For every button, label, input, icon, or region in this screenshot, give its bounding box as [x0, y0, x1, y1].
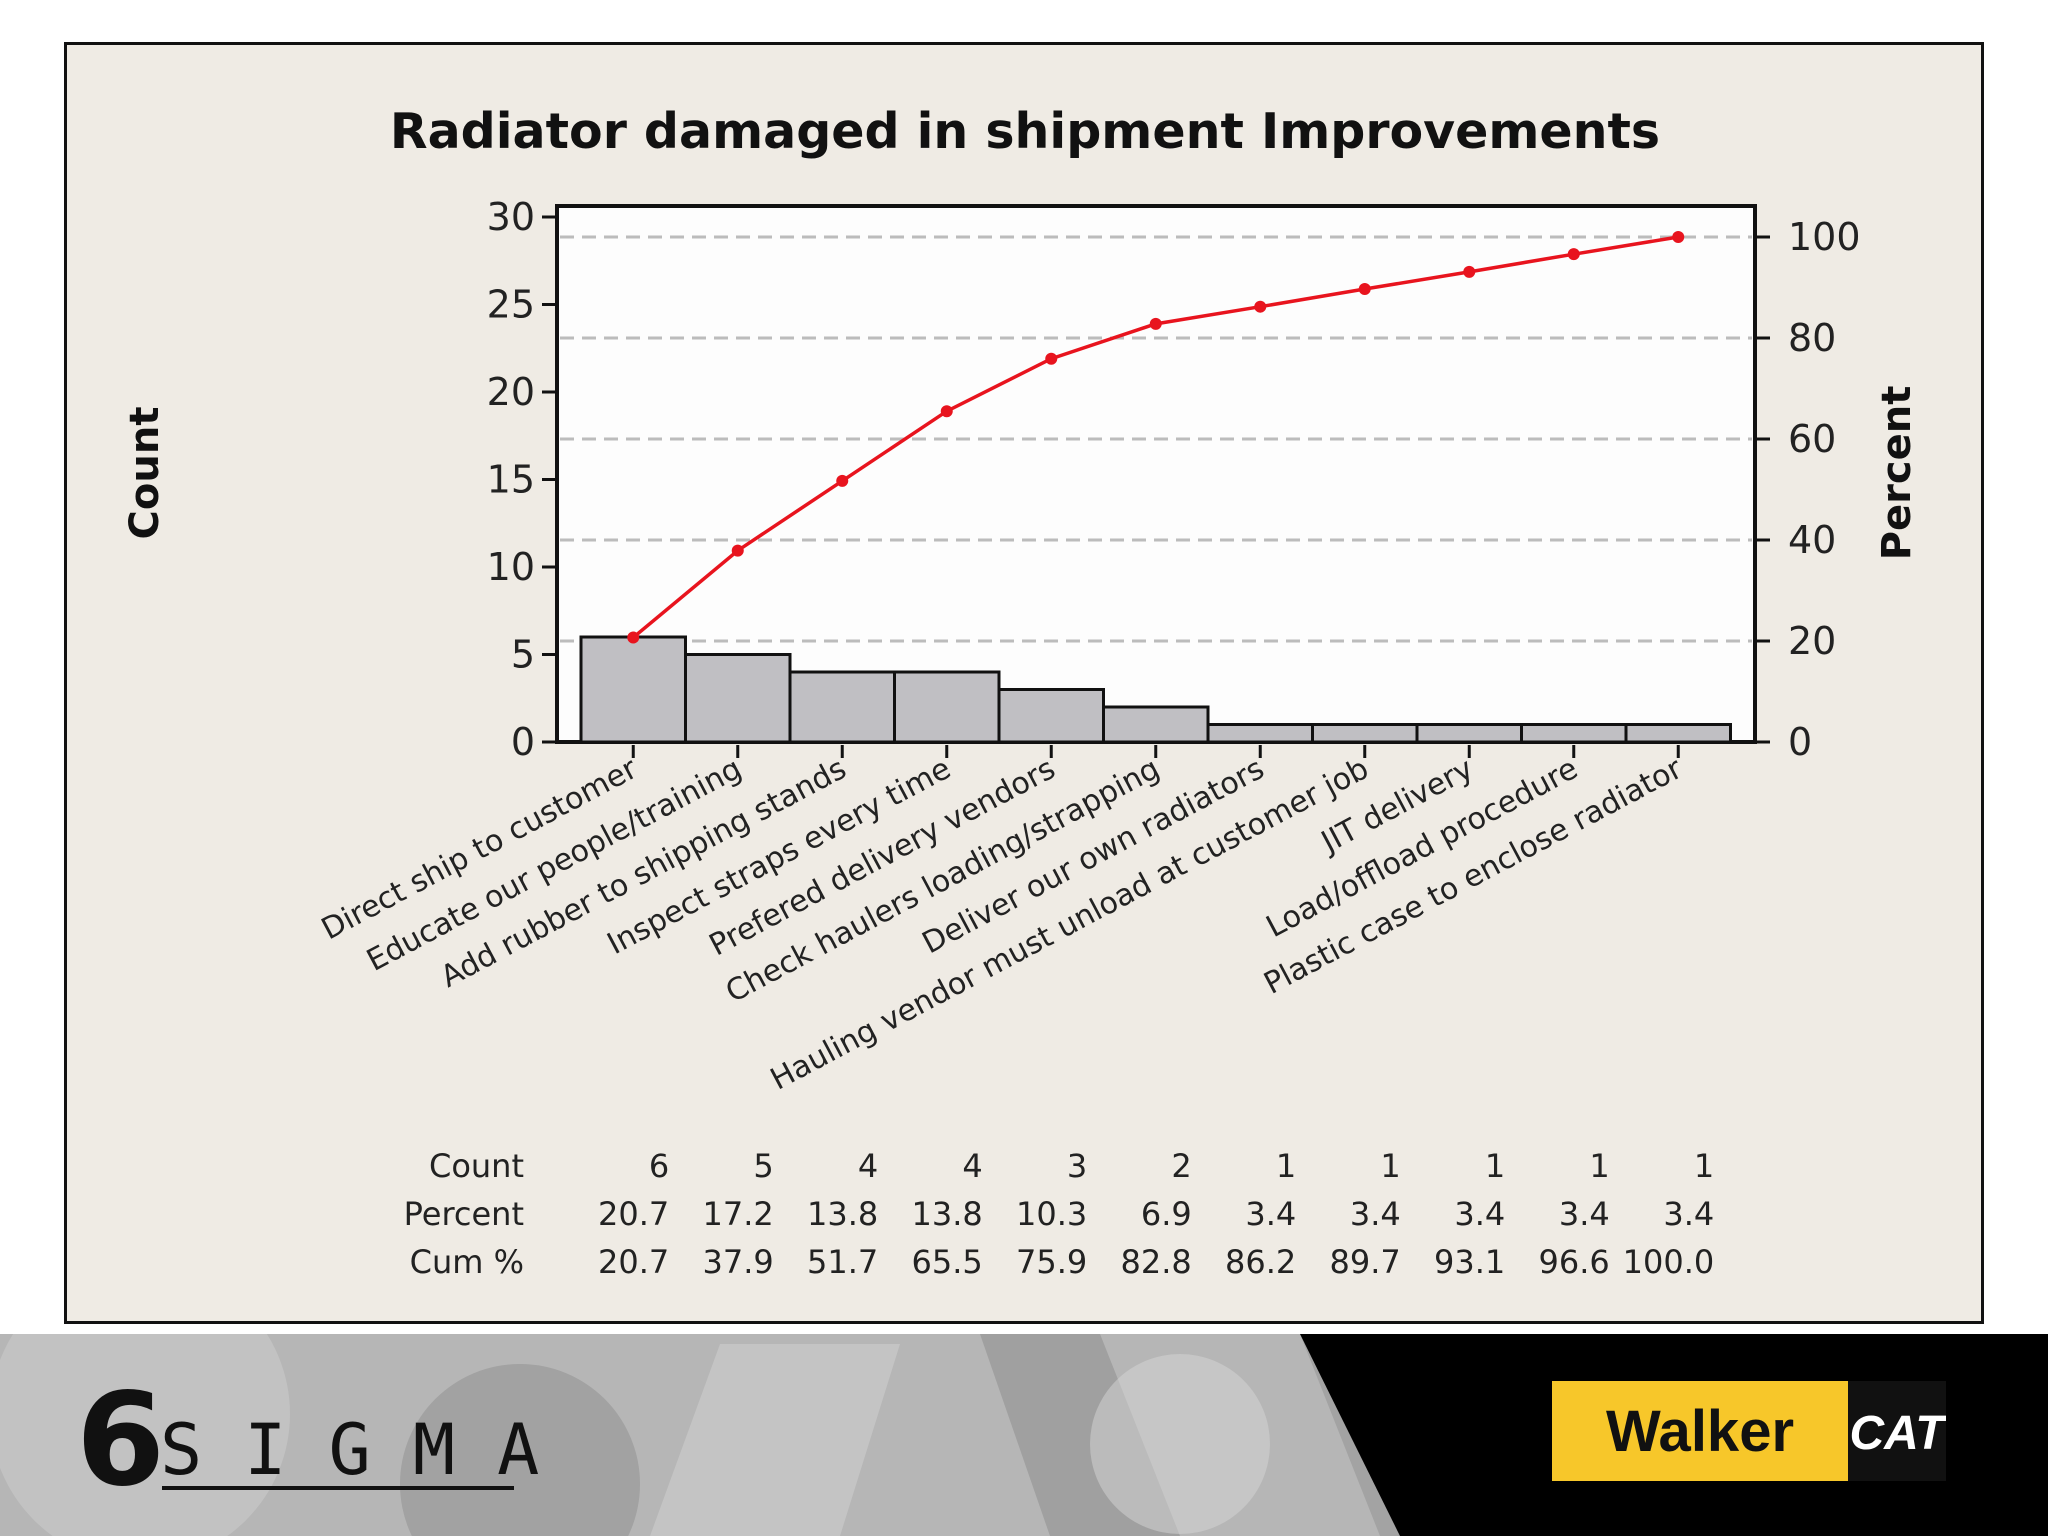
table-cell: 3 — [1067, 1147, 1087, 1185]
y-tick-label: 30 — [487, 195, 535, 239]
y2-tick-label: 20 — [1788, 619, 1836, 663]
y-tick-label: 20 — [487, 370, 535, 414]
y2-tick-label: 60 — [1788, 417, 1836, 461]
table-cell: 51.7 — [807, 1243, 878, 1281]
y2-tick-label: 100 — [1788, 215, 1861, 259]
table-cell: 3.4 — [1454, 1195, 1505, 1233]
bar — [788, 670, 896, 744]
cumulative-point — [1358, 283, 1371, 296]
y2-tick-label: 0 — [1788, 720, 1812, 764]
table-cell: 6 — [649, 1147, 669, 1185]
table-cell: 86.2 — [1225, 1243, 1296, 1281]
table-row-label: Cum % — [410, 1243, 524, 1281]
table-cell: 1 — [1380, 1147, 1400, 1185]
cumulative-point — [1567, 248, 1580, 261]
table-cell: 6.9 — [1141, 1195, 1192, 1233]
footer-band: 6 S I G M A Walker CAT — [0, 1334, 2048, 1536]
y-tick-label: 5 — [511, 633, 535, 677]
sigma-letters: S I G M A — [160, 1409, 539, 1491]
cumulative-point — [731, 544, 744, 557]
bar — [1206, 723, 1314, 744]
bar — [1102, 705, 1210, 744]
table-cell: 13.8 — [912, 1195, 983, 1233]
y-tick-label: 15 — [487, 458, 535, 502]
table-cell: 3.4 — [1245, 1195, 1296, 1233]
bar — [893, 670, 1001, 744]
cumulative-point — [1045, 352, 1058, 365]
y2-tick-label: 40 — [1788, 518, 1836, 562]
walker-logo-box — [1552, 1381, 1848, 1481]
table-cell: 1 — [1694, 1147, 1714, 1185]
cumulative-point — [627, 631, 640, 644]
cat-mark: CAT — [1849, 1407, 1946, 1460]
table-cell: 3.4 — [1350, 1195, 1401, 1233]
bar — [1311, 723, 1419, 744]
y-tick-label: 25 — [487, 283, 535, 327]
sigma-number: 6 — [76, 1366, 165, 1515]
bar — [1624, 723, 1732, 744]
bar — [579, 635, 687, 744]
six-sigma-logo: 6 S I G M A — [76, 1366, 539, 1515]
bar — [997, 688, 1105, 744]
table-cell: 2 — [1171, 1147, 1191, 1185]
table-cell: 17.2 — [703, 1195, 774, 1233]
plot-area — [555, 204, 1757, 744]
cumulative-point — [1463, 265, 1476, 278]
y-axis-title: Count — [122, 407, 168, 540]
cumulative-point — [1254, 300, 1267, 313]
chart-title: Radiator damaged in shipment Improvement… — [390, 103, 1660, 160]
bar — [684, 653, 792, 744]
table-row-label: Count — [429, 1147, 524, 1185]
cumulative-point — [1149, 317, 1162, 330]
table-cell: 1 — [1485, 1147, 1505, 1185]
table-cell: 65.5 — [912, 1243, 983, 1281]
bar — [1415, 723, 1523, 744]
pareto-chart: Radiator damaged in shipment Improvement… — [122, 103, 1920, 1281]
table-cell: 13.8 — [807, 1195, 878, 1233]
cumulative-point — [836, 474, 849, 487]
y-tick-label: 0 — [511, 720, 535, 764]
table-cell: 1 — [1589, 1147, 1609, 1185]
table-cell: 5 — [753, 1147, 773, 1185]
bar — [1520, 723, 1628, 744]
table-cell: 20.7 — [598, 1195, 669, 1233]
table-cell: 4 — [858, 1147, 878, 1185]
table-cell: 3.4 — [1663, 1195, 1714, 1233]
table-cell: 10.3 — [1016, 1195, 1087, 1233]
walker-label: Walker — [1606, 1399, 1794, 1464]
table-cell: 3.4 — [1559, 1195, 1610, 1233]
cumulative-point — [940, 405, 953, 418]
table-cell: 4 — [962, 1147, 982, 1185]
table-cell: 82.8 — [1121, 1243, 1192, 1281]
table-cell: 96.6 — [1539, 1243, 1610, 1281]
table-row-label: Percent — [404, 1195, 524, 1233]
table-cell: 20.7 — [598, 1243, 669, 1281]
table-cell: 37.9 — [703, 1243, 774, 1281]
y2-tick-label: 80 — [1788, 316, 1836, 360]
cumulative-point — [1672, 231, 1685, 243]
table-cell: 75.9 — [1016, 1243, 1087, 1281]
y2-axis-title: Percent — [1874, 386, 1920, 561]
table-cell: 89.7 — [1330, 1243, 1401, 1281]
y-tick-label: 10 — [487, 545, 535, 589]
walker-cat-logo: Walker CAT — [1552, 1381, 1948, 1481]
table-cell: 93.1 — [1434, 1243, 1505, 1281]
table-cell: 1 — [1276, 1147, 1296, 1185]
table-cell: 100.0 — [1623, 1243, 1715, 1281]
